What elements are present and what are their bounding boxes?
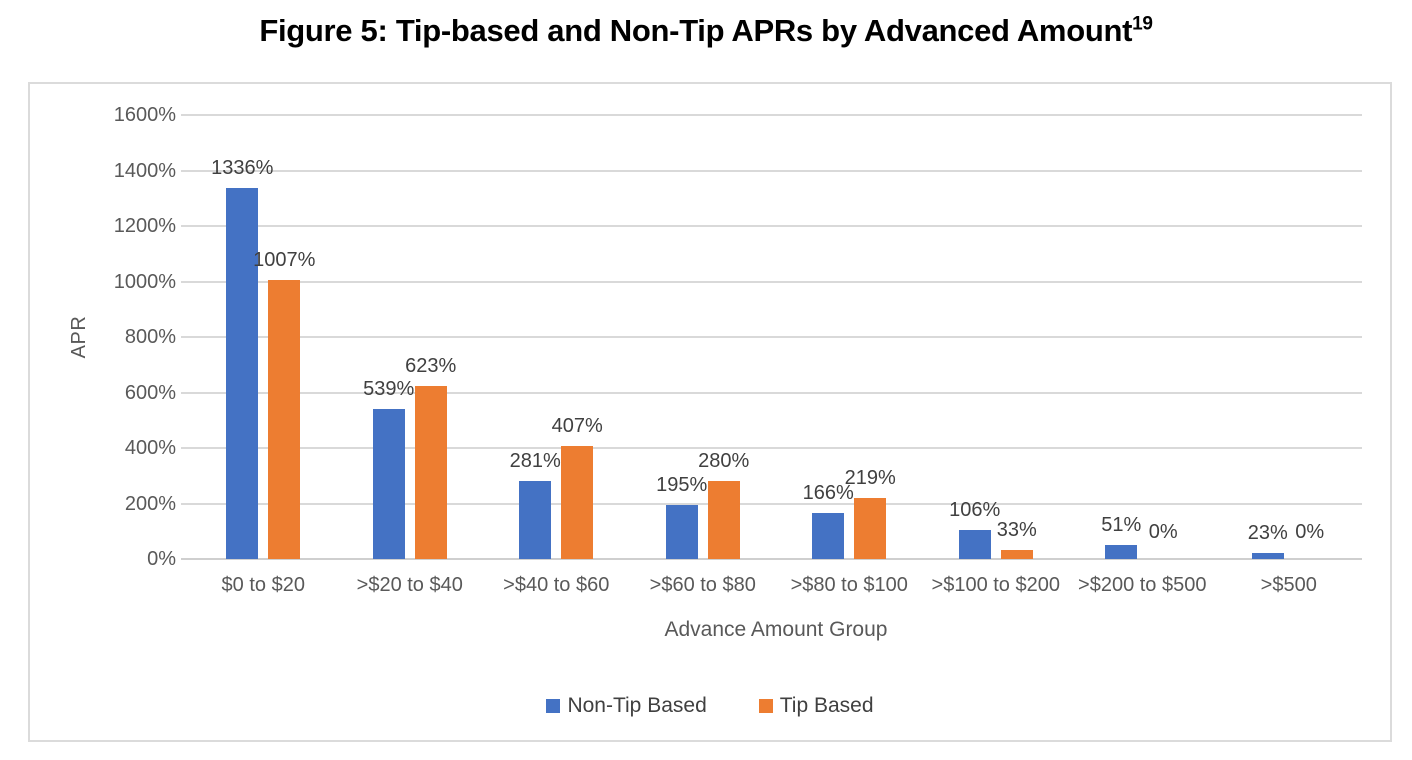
legend-swatch-non-tip-icon (546, 699, 561, 713)
x-tick-label: >$200 to $500 (1078, 574, 1207, 596)
gridline (181, 391, 1362, 394)
bar-group: 166% 219% (776, 115, 923, 559)
bar-non-tip-based: 51% (1101, 115, 1141, 559)
bar-value-label: 0% (1295, 521, 1325, 543)
x-tick-label: >$40 to $60 (503, 574, 610, 596)
y-tick-label: 600% (124, 381, 176, 404)
chart-frame: APR 0% 200% 400% 600% 800% 1000% 1200% 1400% 160… (28, 82, 1392, 742)
x-axis-labels: $0 to $20 >$20 to $40 >$40 to $60 >$60 to $… (190, 574, 1362, 597)
bar-rect (812, 512, 845, 559)
figure-title-text: Figure 5: Tip-based and Non-Tip APRs by … (259, 13, 1133, 48)
bar-non-tip-based: 195% (656, 115, 707, 559)
bar-value-label: 219% (844, 467, 896, 490)
y-tick-label: 0% (147, 548, 176, 570)
bar-tip-based: 219% (845, 115, 896, 559)
bar-non-tip-based: 23% (1248, 115, 1288, 559)
x-tick-label: >$500 (1260, 574, 1317, 596)
legend: Non-Tip Based Tip Based (30, 694, 1390, 718)
bar-non-tip-based: 539% (363, 115, 414, 559)
y-axis-title: APR (67, 315, 90, 359)
bar-value-label: 166% (802, 481, 854, 504)
legend-item-non-tip-based: Non-Tip Based (546, 694, 707, 718)
bar-group: 281% 407% (483, 115, 630, 559)
bar-value-label: 407% (551, 415, 603, 438)
gridline (181, 447, 1362, 449)
bar-rect (561, 446, 594, 559)
y-tick-label: 1600% (113, 104, 176, 126)
bar-group: 195% 280% (630, 115, 777, 559)
bar-group: 1336% 1007% (190, 115, 337, 559)
bar-value-label: 0% (1148, 521, 1178, 543)
bar-tip-based: 0% (1294, 115, 1326, 559)
bar-non-tip-based: 281% (510, 115, 561, 559)
bar-non-tip-based: 1336% (211, 115, 273, 559)
y-tick-label: 1000% (113, 270, 176, 293)
x-tick-label: >$60 to $80 (649, 574, 756, 596)
gridline (181, 114, 1362, 116)
y-tick-label: 200% (124, 492, 176, 515)
bar-rect (854, 498, 887, 559)
bar-tip-based: 33% (997, 115, 1037, 559)
gridline (181, 280, 1362, 283)
gridline (181, 502, 1362, 505)
bar-value-label: 539% (363, 378, 415, 401)
gridline (181, 225, 1362, 227)
x-axis-title: Advance Amount Group (664, 618, 888, 641)
x-tick-label: >$80 to $100 (790, 574, 908, 596)
bar-rect (958, 529, 991, 559)
y-tick-label: 1400% (113, 159, 176, 182)
bar-value-label: 281% (509, 450, 561, 473)
x-tick-label: $0 to $20 (221, 574, 305, 596)
bar-value-label: 23% (1247, 521, 1288, 544)
bar-rect (665, 504, 698, 559)
legend-item-tip-based: Tip Based (758, 694, 874, 718)
gridline (181, 169, 1362, 172)
bar-rect (372, 409, 405, 559)
x-tick-label: >$100 to $200 (931, 574, 1060, 596)
bar-value-label: 195% (656, 473, 708, 496)
y-tick-label: 800% (124, 326, 176, 348)
bar-rect (268, 279, 301, 559)
bar-non-tip-based: 106% (949, 115, 1000, 559)
bar-group: 23% 0% (1216, 115, 1363, 559)
bar-non-tip-based: 166% (803, 115, 854, 559)
bar-rect (519, 481, 552, 559)
bar-group: 106% 33% (923, 115, 1070, 559)
bar-tip-based: 623% (405, 115, 456, 559)
figure-title: Figure 5: Tip-based and Non-Tip APRs by … (0, 13, 1412, 49)
bar-value-label: 33% (996, 518, 1037, 541)
legend-label-tip: Tip Based (779, 694, 874, 717)
legend-label-non-tip: Non-Tip Based (567, 694, 707, 717)
bar-tip-based: 280% (698, 115, 749, 559)
bar-tip-based: 0% (1147, 115, 1179, 559)
bar-value-label: 1007% (253, 248, 316, 271)
bar-tip-based: 1007% (253, 115, 315, 559)
bar-value-label: 51% (1101, 513, 1142, 536)
x-axis-line (181, 558, 1362, 560)
bar-group: 51% 0% (1069, 115, 1216, 559)
plot-area: APR 0% 200% 400% 600% 800% 1000% 1200% 1400% 160… (68, 105, 1363, 569)
bar-value-label: 1336% (211, 157, 274, 180)
bar-value-label: 280% (698, 450, 750, 473)
gridline (181, 336, 1362, 338)
bar-rect (226, 188, 259, 559)
bar-rect (1251, 552, 1284, 559)
bar-group: 539% 623% (337, 115, 484, 559)
bar-tip-based: 407% (552, 115, 603, 559)
bar-value-label: 623% (405, 355, 457, 378)
bar-rect (1000, 549, 1033, 559)
y-tick-label: 1200% (113, 215, 176, 237)
bar-rect (414, 386, 447, 559)
x-tick-label: >$20 to $40 (356, 574, 463, 596)
legend-swatch-tip-icon (758, 699, 773, 713)
bar-value-label: 106% (949, 498, 1001, 521)
bar-rect (1105, 544, 1138, 559)
y-tick-label: 400% (124, 437, 176, 459)
bar-rect (707, 481, 740, 559)
figure-title-footnote-ref: 19 (1132, 13, 1153, 35)
